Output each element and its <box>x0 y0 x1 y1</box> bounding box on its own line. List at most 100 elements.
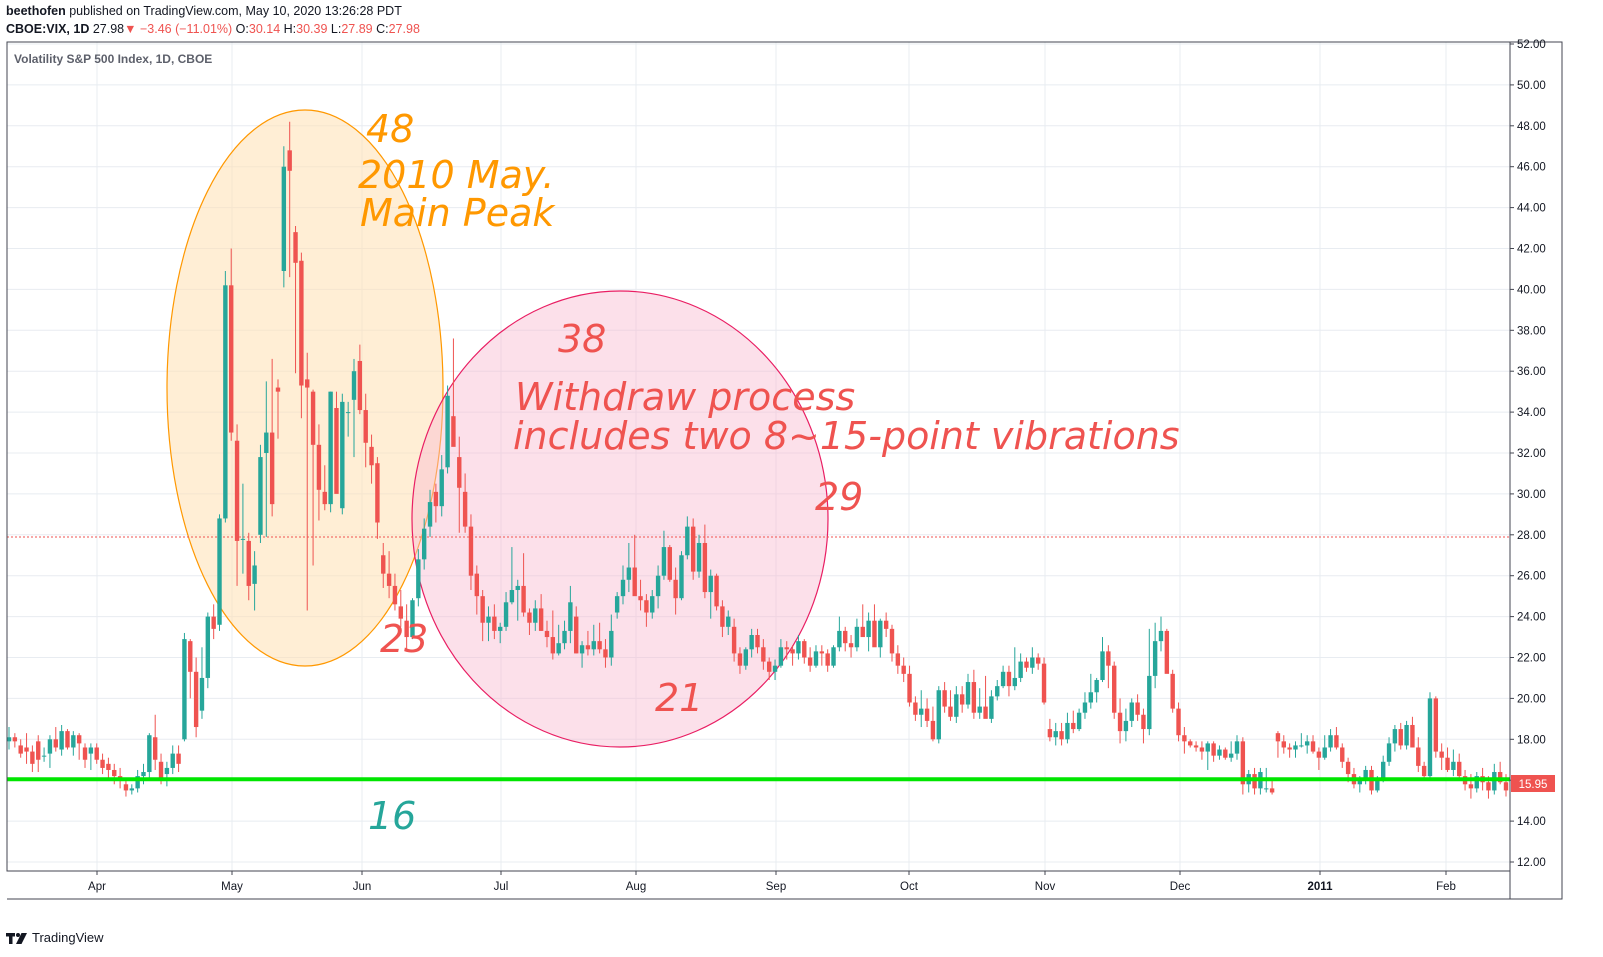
candle[interactable] <box>1234 735 1240 760</box>
candle[interactable] <box>474 565 480 615</box>
candle[interactable] <box>538 594 544 631</box>
candle[interactable] <box>585 630 591 656</box>
candle[interactable] <box>574 606 579 654</box>
candle[interactable] <box>936 686 941 744</box>
candle[interactable] <box>883 612 889 638</box>
high-38-label[interactable]: 38 <box>558 317 606 361</box>
candle[interactable] <box>655 565 661 609</box>
candle[interactable] <box>164 761 170 787</box>
candle[interactable] <box>287 121 292 278</box>
candle[interactable] <box>1223 747 1228 760</box>
candle[interactable] <box>328 391 333 513</box>
candle[interactable] <box>1386 737 1392 766</box>
candle[interactable] <box>1030 647 1035 674</box>
candle[interactable] <box>275 379 281 439</box>
candle[interactable] <box>182 632 187 742</box>
candle[interactable] <box>1147 628 1152 736</box>
candle[interactable] <box>1363 765 1368 785</box>
candle[interactable] <box>1398 722 1403 750</box>
candle[interactable] <box>1416 737 1421 773</box>
candle[interactable] <box>416 549 421 607</box>
candle[interactable] <box>410 598 415 640</box>
candle[interactable] <box>983 675 988 719</box>
candle[interactable] <box>544 620 550 648</box>
candle[interactable] <box>199 647 205 719</box>
candle[interactable] <box>36 735 41 773</box>
candle[interactable] <box>1293 741 1298 758</box>
candle[interactable] <box>269 358 275 517</box>
candle[interactable] <box>761 639 766 670</box>
peak-value-label[interactable]: 48 <box>366 107 414 151</box>
candle[interactable] <box>170 745 175 775</box>
candle[interactable] <box>65 729 70 750</box>
candle[interactable] <box>1328 729 1333 752</box>
candle[interactable] <box>965 673 971 709</box>
candle[interactable] <box>1439 743 1444 770</box>
candle[interactable] <box>152 714 158 770</box>
candle[interactable] <box>176 745 181 773</box>
candle[interactable] <box>685 516 690 560</box>
candle[interactable] <box>638 579 643 611</box>
candle[interactable] <box>626 542 632 593</box>
candle[interactable] <box>1106 645 1111 689</box>
candle[interactable] <box>386 551 392 599</box>
candle[interactable] <box>47 735 53 768</box>
candle[interactable] <box>363 393 368 468</box>
candle[interactable] <box>1299 733 1304 748</box>
candle[interactable] <box>1176 702 1181 742</box>
candle[interactable] <box>129 784 135 795</box>
candle[interactable] <box>375 457 380 539</box>
candle[interactable] <box>889 624 895 662</box>
withdraw-ellipse[interactable] <box>411 290 829 748</box>
candle[interactable] <box>813 645 819 668</box>
candle[interactable] <box>609 614 614 666</box>
candle[interactable] <box>404 604 409 652</box>
candle[interactable] <box>702 524 708 599</box>
candle[interactable] <box>854 618 860 652</box>
candle[interactable] <box>1445 747 1450 773</box>
candle[interactable] <box>1182 727 1187 754</box>
candle[interactable] <box>562 620 567 650</box>
candle[interactable] <box>12 733 18 748</box>
candle[interactable] <box>24 733 29 764</box>
candle[interactable] <box>468 514 474 591</box>
candle[interactable] <box>995 679 1000 701</box>
candle[interactable] <box>919 690 924 728</box>
peak-text-line2[interactable]: Main Peak <box>360 191 556 235</box>
candle[interactable] <box>731 618 737 662</box>
candle[interactable] <box>1252 767 1257 795</box>
candle[interactable] <box>305 352 310 611</box>
candle[interactable] <box>1304 735 1310 754</box>
candle[interactable] <box>726 610 731 636</box>
candle[interactable] <box>1392 724 1398 752</box>
candle[interactable] <box>1024 657 1029 672</box>
candle[interactable] <box>708 569 713 619</box>
candle[interactable] <box>568 585 573 644</box>
candle[interactable] <box>498 622 503 644</box>
candle[interactable] <box>53 727 58 752</box>
candle[interactable] <box>509 547 515 605</box>
candle[interactable] <box>942 682 947 713</box>
candle[interactable] <box>1421 761 1427 781</box>
candle[interactable] <box>901 657 906 683</box>
candle[interactable] <box>1018 653 1023 683</box>
candle[interactable] <box>603 639 608 668</box>
candle[interactable] <box>959 686 965 713</box>
candle[interactable] <box>989 690 994 723</box>
candle[interactable] <box>76 733 82 760</box>
candle[interactable] <box>1451 749 1456 777</box>
candle[interactable] <box>696 534 702 578</box>
candle[interactable] <box>193 657 199 738</box>
candle[interactable] <box>6 727 12 750</box>
candle[interactable] <box>445 385 450 474</box>
candle[interactable] <box>246 532 251 601</box>
candle[interactable] <box>1094 677 1099 703</box>
candle[interactable] <box>1310 735 1316 754</box>
candle[interactable] <box>772 659 778 680</box>
candle[interactable] <box>1287 743 1292 758</box>
candle[interactable] <box>492 604 497 640</box>
candle[interactable] <box>667 545 672 582</box>
candle[interactable] <box>392 573 398 611</box>
candle[interactable] <box>223 270 228 523</box>
candle[interactable] <box>866 612 871 652</box>
